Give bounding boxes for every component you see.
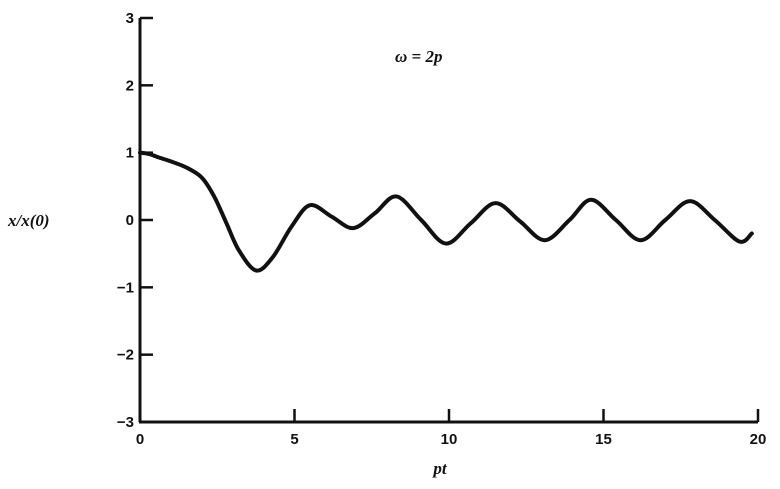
y-tick-label: 2 xyxy=(126,77,134,94)
y-tick-label: 1 xyxy=(126,145,134,162)
x-tick-label: 0 xyxy=(136,431,144,448)
y-tick-label: 3 xyxy=(126,10,134,27)
x-axis-label: pt xyxy=(431,459,448,478)
annotation: ω = 2p xyxy=(395,47,442,66)
x-tick-label: 20 xyxy=(750,431,767,448)
y-axis-label: x/x(0) xyxy=(7,211,50,230)
y-tick-label: −3 xyxy=(117,414,134,431)
y-tick-label: −1 xyxy=(117,279,134,296)
x-tick-label: 10 xyxy=(441,431,458,448)
series-line xyxy=(138,150,754,273)
x-tick-label: 15 xyxy=(595,431,612,448)
y-tick-label: −2 xyxy=(117,347,134,364)
y-tick-label: 0 xyxy=(126,212,134,229)
x-tick-label: 5 xyxy=(290,431,298,448)
